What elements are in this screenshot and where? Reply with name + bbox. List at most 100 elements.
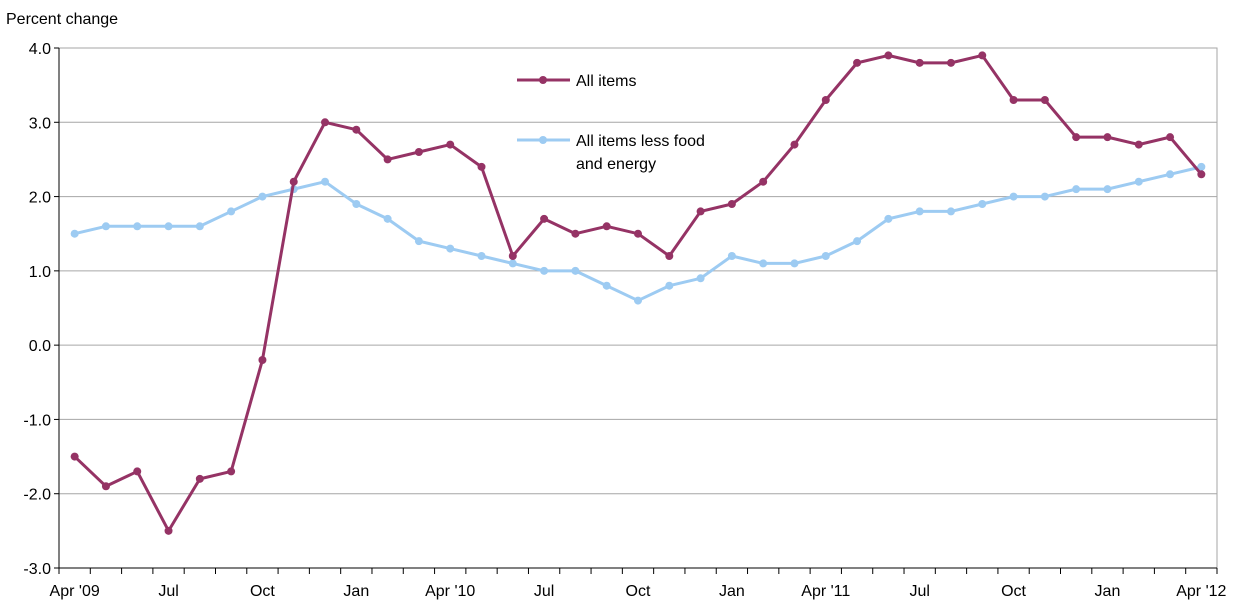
data-point [759,177,768,186]
data-point [665,281,674,290]
data-point [727,200,736,208]
data-point [70,452,79,461]
data-point [508,252,517,260]
x-tick-label: Apr '11 [801,583,850,600]
data-point [164,222,173,231]
data-point [477,162,486,171]
data-point [790,259,799,268]
plot-area-border [58,47,1218,569]
data-point [352,125,361,134]
y-axis-title: Percent change [6,11,118,28]
data-point [1134,177,1143,186]
data-point [195,474,204,483]
x-tick-label: Jan [343,583,369,600]
data-point [414,237,423,246]
data-point [321,118,330,127]
data-point [414,148,423,156]
data-point [915,58,924,67]
data-point [258,356,267,364]
x-tick-label: Apr '10 [425,583,475,600]
data-point [540,214,549,223]
data-point [634,229,642,238]
y-tick-labels: -3.0 -2.0 -1.0 0.0 1.0 2.0 3.0 4.0 [23,41,51,578]
data-point [101,482,110,491]
legend-label: and energy [576,156,656,173]
legend-label: All items [576,73,636,90]
data-point [978,51,987,60]
data-point [70,229,79,238]
data-point [696,207,705,216]
data-point [634,296,642,305]
data-point [289,177,298,186]
data-point [602,222,611,231]
data-point [383,214,392,223]
data-point [227,207,236,216]
y-tick-label: 4.0 [29,41,51,58]
x-tick-label: Jul [158,583,178,600]
x-tick-label: Oct [1001,583,1026,600]
x-tick-label: Apr '09 [50,583,100,600]
data-point [258,192,267,201]
data-point [946,58,955,67]
data-point [321,177,330,186]
legend: All items All items less food and energy [517,73,705,173]
data-point [1040,192,1049,201]
data-point [1009,96,1018,104]
x-tick-label: Oct [250,583,275,600]
axes [54,47,1218,574]
series-0 [70,51,1206,535]
data-point [759,259,768,268]
data-point [821,252,830,260]
x-tick-label: Jan [719,583,745,600]
data-point [1103,133,1112,142]
data-point [227,467,236,476]
x-tick-label: Jul [909,583,929,600]
data-point [1103,185,1112,194]
data-point [1197,162,1206,171]
legend-label: All items less food [576,133,705,150]
data-point [508,259,517,268]
y-tick-label: 1.0 [29,264,51,281]
data-point [571,229,580,238]
data-point [696,274,705,283]
data-point [978,200,987,208]
data-point [884,51,893,60]
legend-swatch-marker [539,76,547,84]
legend-swatch-marker [539,136,547,144]
y-tick-label: 0.0 [29,338,51,355]
data-point [477,252,486,260]
data-point [195,222,204,231]
data-point [853,58,862,67]
data-point [352,200,361,208]
data-point [946,207,955,216]
data-point [164,526,173,535]
data-point [884,214,893,223]
data-point [853,237,862,246]
data-point [101,222,110,231]
x-tick-label: Jul [534,583,554,600]
series-1 [70,162,1206,305]
data-point [602,281,611,290]
data-point [1166,133,1175,142]
data-point [1072,133,1081,142]
data-point [915,207,924,216]
y-tick-label: -3.0 [23,561,51,578]
data-point [1166,170,1175,179]
data-point [383,155,392,164]
x-tick-labels: Apr '09 Jul Oct Jan Apr '10 Jul Oct Jan Apr '11 J… [50,583,1227,600]
data-point [665,252,674,260]
x-tick-label: Oct [626,583,651,600]
x-tick-label: Jan [1095,583,1121,600]
y-tick-label: 3.0 [29,115,51,132]
y-tick-label: 2.0 [29,190,51,207]
series-line [73,53,1203,533]
y-tick-label: -2.0 [23,487,51,504]
series-group [70,51,1206,535]
data-point [1072,185,1081,194]
data-point [571,266,580,275]
data-point [540,266,549,275]
data-point [790,140,799,149]
y-tick-label: -1.0 [23,412,51,429]
data-point [821,96,830,104]
